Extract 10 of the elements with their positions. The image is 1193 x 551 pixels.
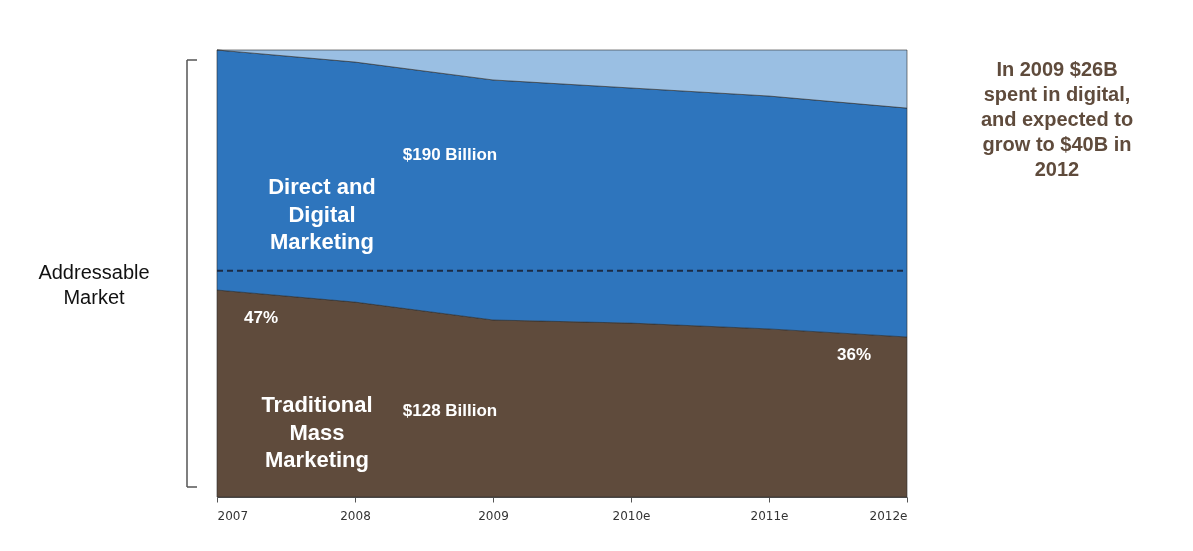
x-tick-label: 2008 — [340, 508, 371, 523]
annotation: $190 Billion — [402, 145, 498, 164]
x-tick-label: 2012e — [869, 508, 908, 523]
x-tick-label: 2010e — [612, 508, 651, 523]
x-tick-label: 2009 — [478, 508, 509, 523]
text: In 2009 $26B spent in digital, and expected to grow to $40B in 2012 — [980, 58, 1134, 180]
x-tick-label: 2011e — [750, 508, 789, 523]
text: Addressable Market — [38, 261, 150, 308]
x-tick-label: 2007 — [217, 508, 249, 523]
series-label: Direct and Digital Marketing — [268, 174, 376, 254]
